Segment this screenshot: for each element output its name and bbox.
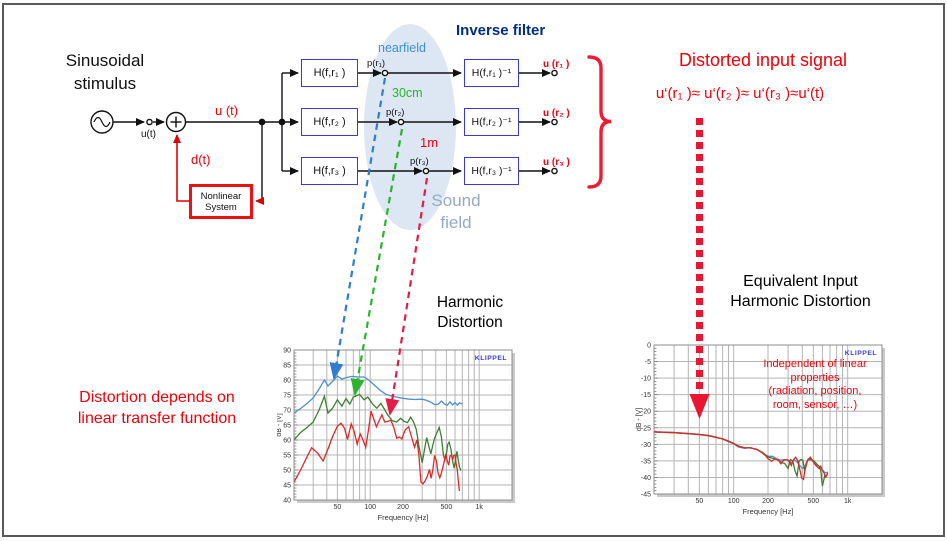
nearfield-label: nearfield [378, 41, 426, 55]
svg-text:dB - [V]: dB - [V] [636, 408, 643, 431]
svg-text:-40: -40 [641, 475, 651, 482]
distorted-equation: u‘(r₁ )≈ u‘(r₂ )≈ u‘(r₃ )≈u‘(t) [655, 85, 825, 102]
transfer-block-r3: H(f,r₃ ) [301, 157, 358, 185]
svg-text:-35: -35 [641, 458, 651, 465]
sound-field-label: Sound field [414, 190, 498, 234]
svg-text:200: 200 [762, 498, 774, 505]
equiv-title-line1: Equivalent Input [743, 273, 858, 290]
svg-text:-30: -30 [641, 442, 651, 449]
svg-text:50: 50 [333, 504, 341, 511]
nonlinear-system-box: Nonlinear System [189, 184, 253, 219]
svg-text:50: 50 [283, 468, 291, 475]
sound-field-line2: field [440, 213, 472, 232]
sinusoidal-stimulus-label: Sinusoidal stimulus [45, 49, 165, 95]
svg-text:KLIPPEL: KLIPPEL [845, 350, 877, 357]
distortion-depends-note: Distortion depends on linear transfer fu… [48, 387, 266, 429]
nonlinear-line1: Nonlinear [200, 190, 242, 202]
u-t-node-label: u(t) [141, 129, 156, 140]
svg-text:45: 45 [283, 483, 291, 490]
sinusoidal-line2: stimulus [73, 74, 137, 93]
svg-text:55: 55 [283, 453, 291, 460]
svg-text:90: 90 [283, 348, 291, 355]
independent-line3: (radiation, position, [768, 385, 862, 397]
svg-text:dB - [V]: dB - [V] [277, 413, 283, 436]
svg-text:1k: 1k [844, 498, 852, 505]
independent-line4: room, sensor, …) [772, 398, 858, 411]
svg-text:70: 70 [283, 408, 291, 415]
svg-text:200: 200 [397, 504, 409, 511]
output-label-r3: u (r₃ ) [543, 157, 570, 168]
svg-text:75: 75 [283, 393, 291, 400]
distorted-input-title: Distorted input signal [678, 50, 848, 70]
sound-field-line1: Sound [431, 191, 481, 210]
svg-text:100: 100 [364, 504, 376, 511]
svg-text:-45: -45 [641, 492, 651, 499]
equivalent-input-chart: -45 -40 -35 -30 -25 -20 -15 -10 -5 0 50 100 200 500 1k… [628, 336, 890, 524]
harmonic-distortion-plot: 40 45 50 55 60 65 70 75 80 85 90 50 100 200 500 1k Frequ… [277, 348, 515, 522]
equiv-title-line2: Harmonic Distortion [730, 292, 871, 310]
equivalent-input-plot: -45 -40 -35 -30 -25 -20 -15 -10 -5 0 50 100 200 500 1k… [636, 343, 885, 516]
svg-text:Frequency [Hz]: Frequency [Hz] [743, 507, 794, 516]
svg-text:50: 50 [695, 498, 703, 505]
svg-text:-10: -10 [641, 376, 651, 383]
pressure-label-r1: p(r₁) [367, 58, 385, 69]
output-label-r1: u (r₁ ) [543, 59, 570, 70]
d-t-signal-label: d(t) [191, 152, 211, 167]
svg-text:40: 40 [283, 498, 291, 505]
inverse-block-r3: H(f,r₃ )⁻¹ [464, 157, 519, 185]
svg-text:0: 0 [647, 343, 651, 350]
independent-line1: Independent of linear [763, 358, 867, 370]
svg-text:-20: -20 [641, 409, 651, 416]
pressure-label-r2: p(r₂) [386, 107, 405, 118]
svg-text:100: 100 [728, 498, 740, 505]
svg-text:1k: 1k [475, 504, 483, 511]
svg-text:500: 500 [441, 504, 453, 511]
nonlinear-line2: System [205, 201, 237, 213]
pressure-label-r3: p(r₃) [410, 156, 429, 167]
svg-text:Frequency [Hz]: Frequency [Hz] [378, 513, 429, 522]
distance-30cm-label: 30cm [392, 86, 423, 100]
output-label-r2: u (r₂ ) [543, 108, 570, 119]
depends-line2: linear transfer function [77, 410, 237, 427]
transfer-block-r2: H(f,r₂ ) [301, 108, 358, 136]
independent-properties-note: Independent of linear properties (radiat… [740, 358, 890, 412]
harmonic-distortion-title: Harmonic Distortion [420, 293, 520, 333]
distance-1m-label: 1m [420, 135, 439, 150]
inverse-block-r2: H(f,r₂ )⁻¹ [464, 108, 519, 136]
equivalent-input-title: Equivalent Input Harmonic Distortion [698, 272, 903, 311]
svg-text:KLIPPEL: KLIPPEL [475, 355, 507, 362]
slide-border [2, 3, 945, 537]
svg-text:500: 500 [808, 498, 820, 505]
depends-line1: Distortion depends on [79, 389, 235, 406]
harmonic-title-line1: Harmonic [436, 294, 504, 311]
u-t-signal-label: u (t) [215, 103, 239, 118]
svg-text:-5: -5 [645, 359, 651, 366]
harmonic-title-line2: Distortion [437, 314, 503, 331]
inverse-filter-title: Inverse filter [456, 22, 546, 39]
svg-text:60: 60 [283, 438, 291, 445]
independent-line2: properties [790, 371, 840, 384]
harmonic-distortion-chart: 40 45 50 55 60 65 70 75 80 85 90 50 100 200 500 1k Frequ… [277, 344, 527, 526]
svg-text:85: 85 [283, 363, 291, 370]
svg-text:-25: -25 [641, 425, 651, 432]
transfer-block-r1: H(f,r₁ ) [301, 59, 358, 87]
sinusoidal-line1: Sinusoidal [65, 51, 145, 70]
svg-text:-15: -15 [641, 392, 651, 399]
svg-text:80: 80 [283, 378, 291, 385]
inverse-block-r1: H(f,r₁ )⁻¹ [464, 59, 519, 87]
svg-text:65: 65 [283, 423, 291, 430]
